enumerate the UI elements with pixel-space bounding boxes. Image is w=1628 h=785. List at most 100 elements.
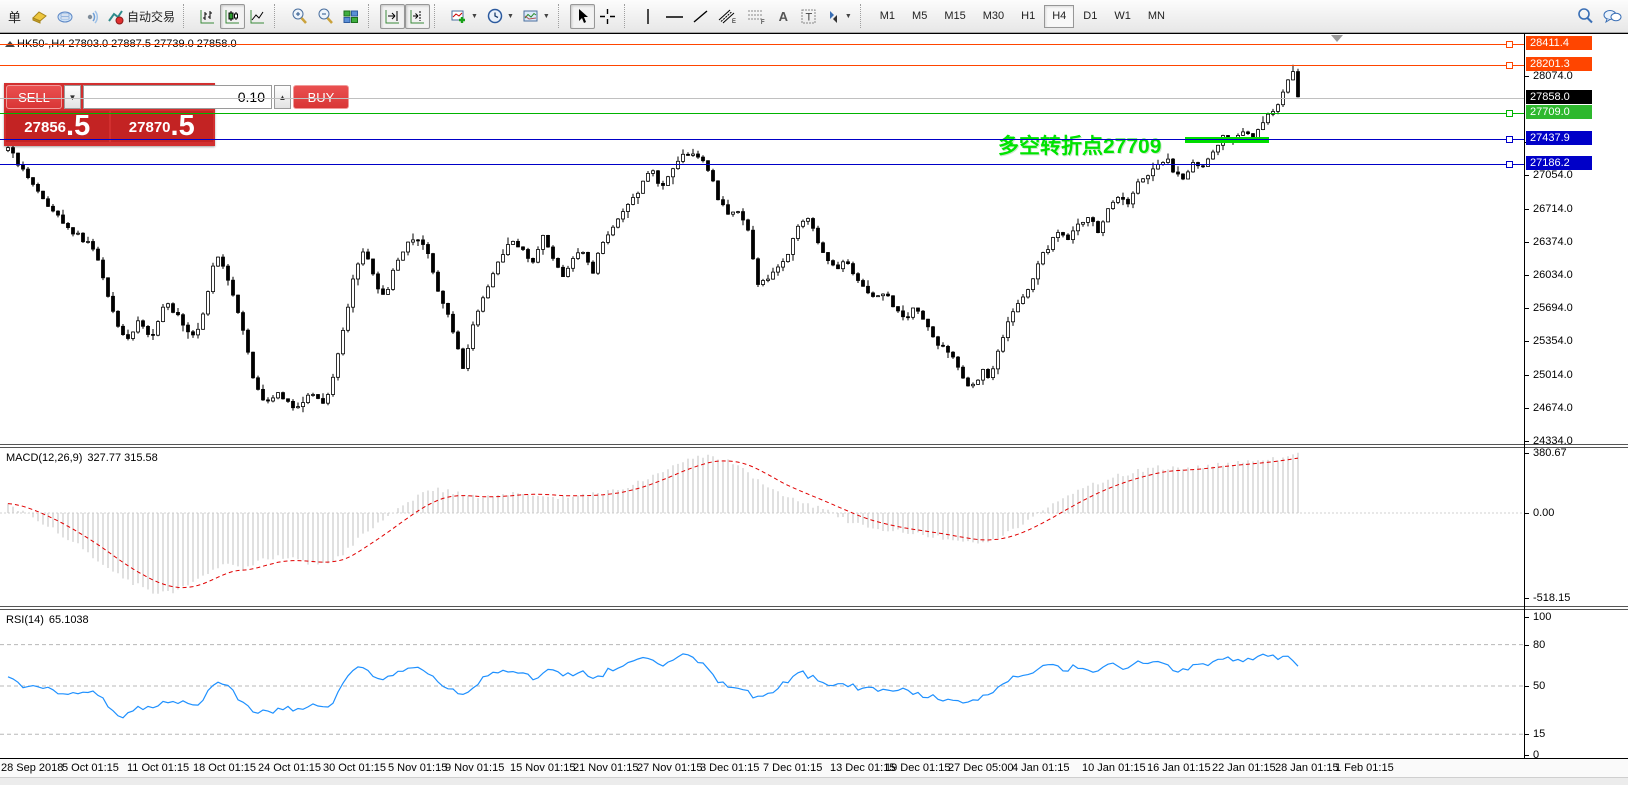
tile-windows-button[interactable] — [338, 4, 364, 29]
level-endpoint-marker[interactable] — [1506, 109, 1513, 117]
price-axis-border — [1524, 33, 1525, 758]
price-level-line[interactable] — [0, 139, 1524, 140]
price-tick-label: 26714.0 — [1533, 202, 1573, 215]
buy-button[interactable]: BUY — [293, 85, 349, 109]
vertical-line-button[interactable] — [636, 4, 661, 29]
autotrading-icon — [107, 8, 124, 25]
level-endpoint-marker[interactable] — [1506, 61, 1513, 69]
price-tick-label: 26374.0 — [1533, 235, 1573, 248]
sell-price-button[interactable]: 27856.5 — [6, 111, 109, 142]
volume-input[interactable] — [83, 85, 272, 109]
toolbar-grip[interactable] — [623, 4, 631, 28]
arrows-button[interactable]: ▼ — [821, 4, 856, 29]
zoom-out-button[interactable] — [312, 4, 338, 29]
annotation-trend-segment[interactable] — [1185, 137, 1269, 143]
volume-increase-button[interactable]: ▲ — [274, 85, 291, 109]
level-endpoint-marker[interactable] — [1506, 160, 1513, 168]
timeframe-m15[interactable]: M15 — [944, 10, 966, 22]
gold-button[interactable] — [27, 4, 52, 29]
chevron-down-icon[interactable]: ▼ — [844, 12, 852, 20]
sell-button[interactable]: SELL — [6, 85, 62, 109]
price-level-line[interactable] — [0, 163, 1524, 165]
rsi-axis-label: 0 — [1533, 749, 1540, 761]
auto-scroll-button[interactable] — [380, 3, 406, 29]
one-click-trade-panel: SELL ▼ ▲ BUY 27856.5 27870.5 — [4, 83, 349, 146]
time-axis-label: 7 Dec 01:15 — [763, 762, 823, 774]
chevron-down-icon[interactable]: ▼ — [471, 12, 478, 20]
rsi-plot[interactable] — [0, 610, 1524, 758]
metaeditor-button[interactable] — [52, 4, 78, 29]
rsi-axis-label: 80 — [1533, 638, 1546, 651]
autotrading-button[interactable]: 自动交易 — [103, 4, 179, 29]
buy-price-button[interactable]: 27870.5 — [110, 111, 213, 142]
toolbar-grip[interactable] — [274, 4, 281, 28]
rsi-name: RSI(14) — [6, 614, 44, 626]
timeframe-m1[interactable]: M1 — [879, 10, 896, 22]
crosshair-button[interactable] — [595, 4, 620, 29]
chevron-down-icon[interactable]: ▼ — [506, 12, 514, 20]
templates-button[interactable]: ▼ — [518, 4, 554, 29]
panel-divider[interactable] — [0, 444, 1628, 448]
line-chart-button[interactable] — [245, 4, 270, 29]
toolbar-grip[interactable] — [183, 4, 190, 28]
text-label-button[interactable]: T — [796, 4, 821, 29]
rsi-label-row: RSI(14) 65.1038 — [6, 614, 89, 626]
candlestick-button[interactable] — [220, 3, 246, 29]
chevron-down-icon[interactable]: ▼ — [542, 12, 550, 20]
macd-panel[interactable]: MACD(12,26,9) 327.77 315.58 — [0, 448, 1628, 606]
trendline-button[interactable] — [688, 4, 713, 29]
toolbar-grip[interactable] — [368, 4, 375, 28]
equidistant-channel-button[interactable]: E — [713, 4, 742, 29]
price-level-line[interactable] — [0, 64, 1524, 66]
rsi-axis-label: 50 — [1533, 680, 1546, 692]
fibonacci-button[interactable]: F — [742, 4, 771, 29]
signals-button[interactable] — [78, 4, 103, 29]
macd-plot[interactable] — [0, 448, 1524, 606]
chart-shift-button[interactable] — [405, 3, 431, 29]
level-endpoint-marker[interactable] — [1506, 136, 1513, 143]
rsi-tick-mark — [1524, 734, 1529, 736]
price-tick-mark — [1524, 208, 1529, 210]
timeframe-h1[interactable]: H1 — [1021, 10, 1036, 22]
toolbar-grip[interactable] — [434, 4, 441, 28]
timeframe-m5[interactable]: M5 — [912, 10, 928, 22]
candlestick-plot[interactable] — [0, 34, 1524, 445]
time-axis-label: 13 Dec 01:15 — [830, 762, 896, 774]
new-order-button[interactable]: 单 — [2, 4, 27, 29]
chart-shift-marker-icon[interactable] — [1331, 35, 1343, 42]
timeframe-m30[interactable]: M30 — [982, 10, 1005, 22]
chat-button[interactable] — [1598, 4, 1626, 29]
bar-chart-button[interactable] — [195, 4, 220, 29]
timeframe-w1[interactable]: W1 — [1114, 10, 1131, 22]
time-axis-label: 3 Dec 01:15 — [700, 762, 760, 774]
time-axis-label: 5 Nov 01:15 — [388, 762, 448, 774]
cursor-button[interactable] — [569, 3, 595, 29]
toolbar-grip[interactable] — [557, 4, 565, 28]
horizontal-line-button[interactable] — [661, 4, 688, 29]
price-level-line[interactable] — [0, 112, 1524, 114]
level-endpoint-marker[interactable] — [1506, 41, 1513, 48]
text-button[interactable]: A — [771, 4, 796, 29]
rsi-panel[interactable]: RSI(14) 65.1038 — [0, 610, 1628, 758]
price-tick-label: 27054.0 — [1533, 169, 1573, 182]
search-button[interactable] — [1572, 4, 1598, 29]
toolbar-grip[interactable] — [859, 4, 867, 28]
time-axis-label: 27 Nov 01:15 — [637, 762, 703, 774]
periods-button[interactable]: ▼ — [482, 4, 518, 29]
main-chart-panel[interactable]: HK50-,H4 27803.0 27887.5 27739.0 27858.0… — [0, 33, 1628, 444]
panel-divider[interactable] — [0, 606, 1628, 610]
price-level-line[interactable] — [0, 44, 1524, 45]
timeframe-d1[interactable]: D1 — [1083, 10, 1098, 22]
indicators-button[interactable]: ▼ — [446, 4, 482, 29]
rsi-tick-mark — [1524, 755, 1529, 756]
rsi-value: 65.1038 — [48, 614, 89, 626]
price-tick-label: 25014.0 — [1533, 368, 1573, 381]
timeframe-mn[interactable]: MN — [1147, 10, 1165, 22]
annotation-text[interactable]: 多空转折点27709 — [998, 135, 1162, 158]
price-tick-label: 28074.0 — [1533, 69, 1573, 82]
chart-frame-bottom — [0, 758, 1628, 759]
zoom-in-button[interactable] — [286, 4, 312, 29]
volume-decrease-button[interactable]: ▼ — [64, 85, 81, 109]
timeframe-h4[interactable]: H4 — [1044, 4, 1075, 28]
time-axis[interactable]: 28 Sep 2018 5 Oct 01:15 11 Oct 01:15 18 Oct… — [0, 759, 1628, 777]
